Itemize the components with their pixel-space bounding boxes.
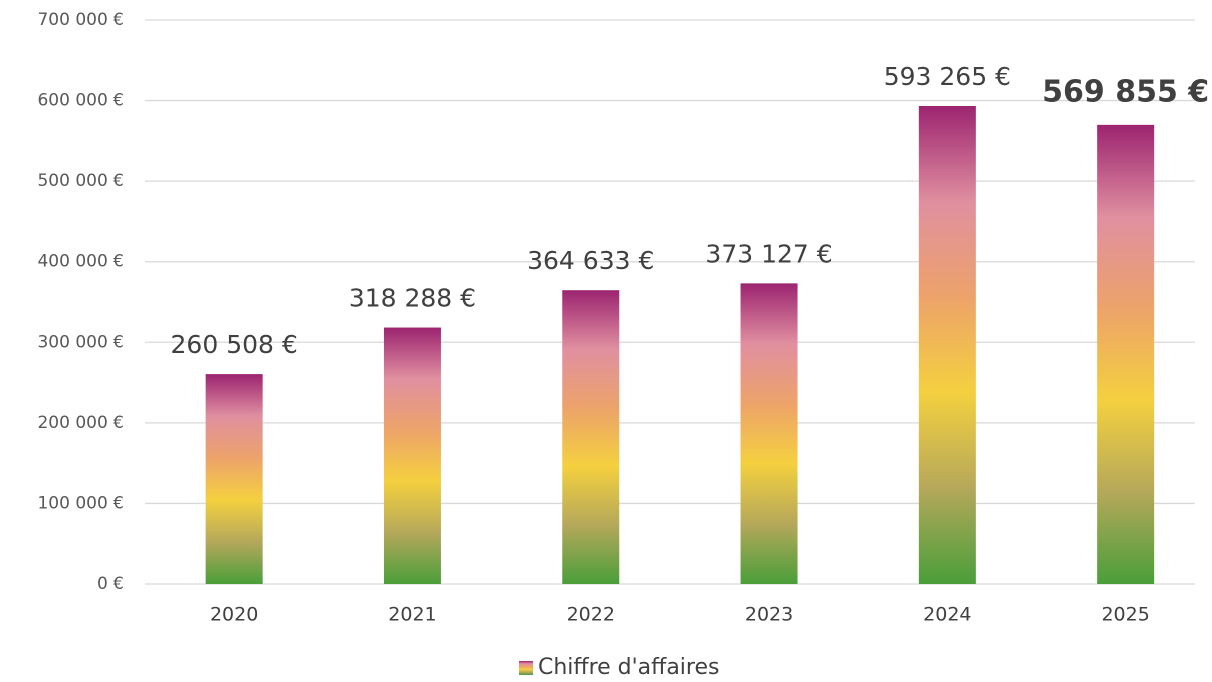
y-tick-label: 500 000 € [37,171,124,191]
x-tick-label: 2020 [210,604,258,626]
bar [205,374,263,584]
legend-label: Chiffre d'affaires [538,655,719,680]
y-tick-label: 200 000 € [37,413,124,433]
y-tick-label: 0 € [97,574,124,594]
x-tick-label: 2025 [1101,604,1149,626]
y-tick-label: 400 000 € [37,252,124,272]
x-tick-label: 2024 [923,604,971,626]
y-tick-label: 600 000 € [37,91,124,111]
bar [562,290,620,584]
x-tick-label: 2023 [745,604,793,626]
data-label: 364 633 € [527,246,654,275]
y-tick-label: 300 000 € [37,332,124,352]
data-label: 569 855 € [1042,74,1209,109]
data-label: 260 508 € [171,330,298,359]
y-tick-label: 100 000 € [37,493,124,513]
data-label: 373 127 € [705,239,832,268]
x-tick-label: 2021 [388,604,436,626]
data-label: 318 288 € [349,284,476,313]
bar [383,327,441,584]
x-tick-label: 2022 [567,604,615,626]
legend-swatch [519,661,533,675]
bar [740,283,798,584]
data-label: 593 265 € [884,62,1011,91]
y-tick-label: 700 000 € [37,10,124,30]
bar [918,105,976,584]
bar [1097,124,1155,585]
